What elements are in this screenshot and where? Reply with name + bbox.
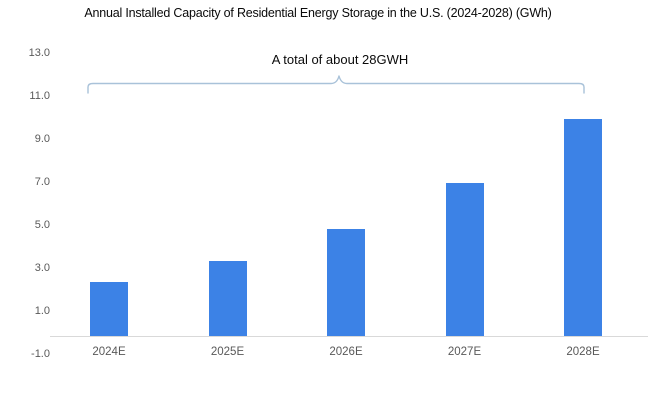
y-axis-tick-label: 13.0 [28, 46, 50, 59]
bar-2025E [208, 260, 247, 336]
y-axis-tick-label: 5.0 [34, 218, 50, 231]
chart-title: Annual Installed Capacity of Residential… [84, 6, 552, 20]
y-axis-tick-label: 7.0 [34, 175, 50, 188]
y-axis-tick-label: 9.0 [34, 132, 50, 145]
bar-2026E [327, 228, 365, 336]
bar-2024E [90, 282, 128, 336]
total-annotation: A total of about 28GWH [271, 52, 409, 67]
x-axis-label-2026E: 2026E [329, 346, 363, 358]
x-axis-label-2024E: 2024E [92, 346, 126, 358]
curly-bracket-icon [87, 75, 585, 94]
bar-2027E [445, 183, 484, 336]
x-axis-line [50, 336, 648, 337]
y-axis-tick-label: 1.0 [34, 304, 50, 317]
y-axis-tick-label: -1.0 [31, 347, 50, 360]
bar-2028E [564, 118, 602, 336]
y-axis-tick-label: 3.0 [34, 261, 50, 274]
x-axis-label-2025E: 2025E [210, 346, 245, 358]
x-axis-label-2028E: 2028E [566, 346, 600, 358]
y-axis-tick-label: 11.0 [29, 89, 50, 102]
x-axis-label-2027E: 2027E [447, 346, 482, 358]
